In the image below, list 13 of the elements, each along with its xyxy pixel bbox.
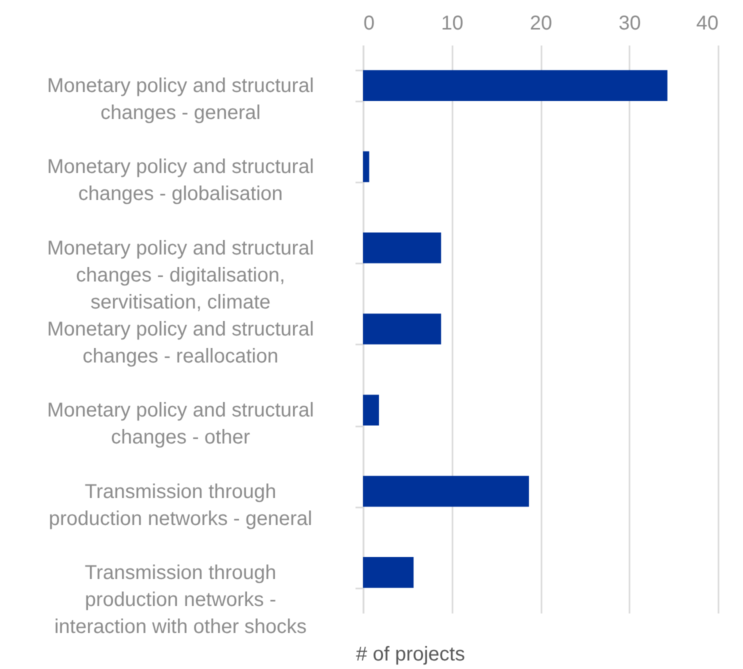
y-tick-label: Monetary policy and structural changes - other [47, 400, 314, 449]
x-axis-title: # of projects [356, 643, 465, 666]
x-tick-label: 0 [364, 12, 375, 34]
y-tick-label: Transmission through production networks - interaction with other shocks [54, 562, 307, 638]
x-tick-label: 10 [441, 12, 464, 34]
y-tick-label: Transmission through production networks - general [48, 480, 312, 530]
x-tick-label: 40 [696, 12, 718, 34]
y-tick-label: Monetary policy and structural changes - globalisation [47, 156, 314, 206]
y-tick-label: Monetary policy and structural changes - reallocation [47, 318, 314, 368]
y-tick-label: Monetary policy and structural changes - digitalisation, servitisation, climate [47, 237, 314, 314]
x-tick-label: 30 [618, 12, 641, 34]
x-tick-label: 20 [530, 12, 552, 34]
y-tick-label: Monetary policy and structural changes - general [47, 75, 314, 124]
